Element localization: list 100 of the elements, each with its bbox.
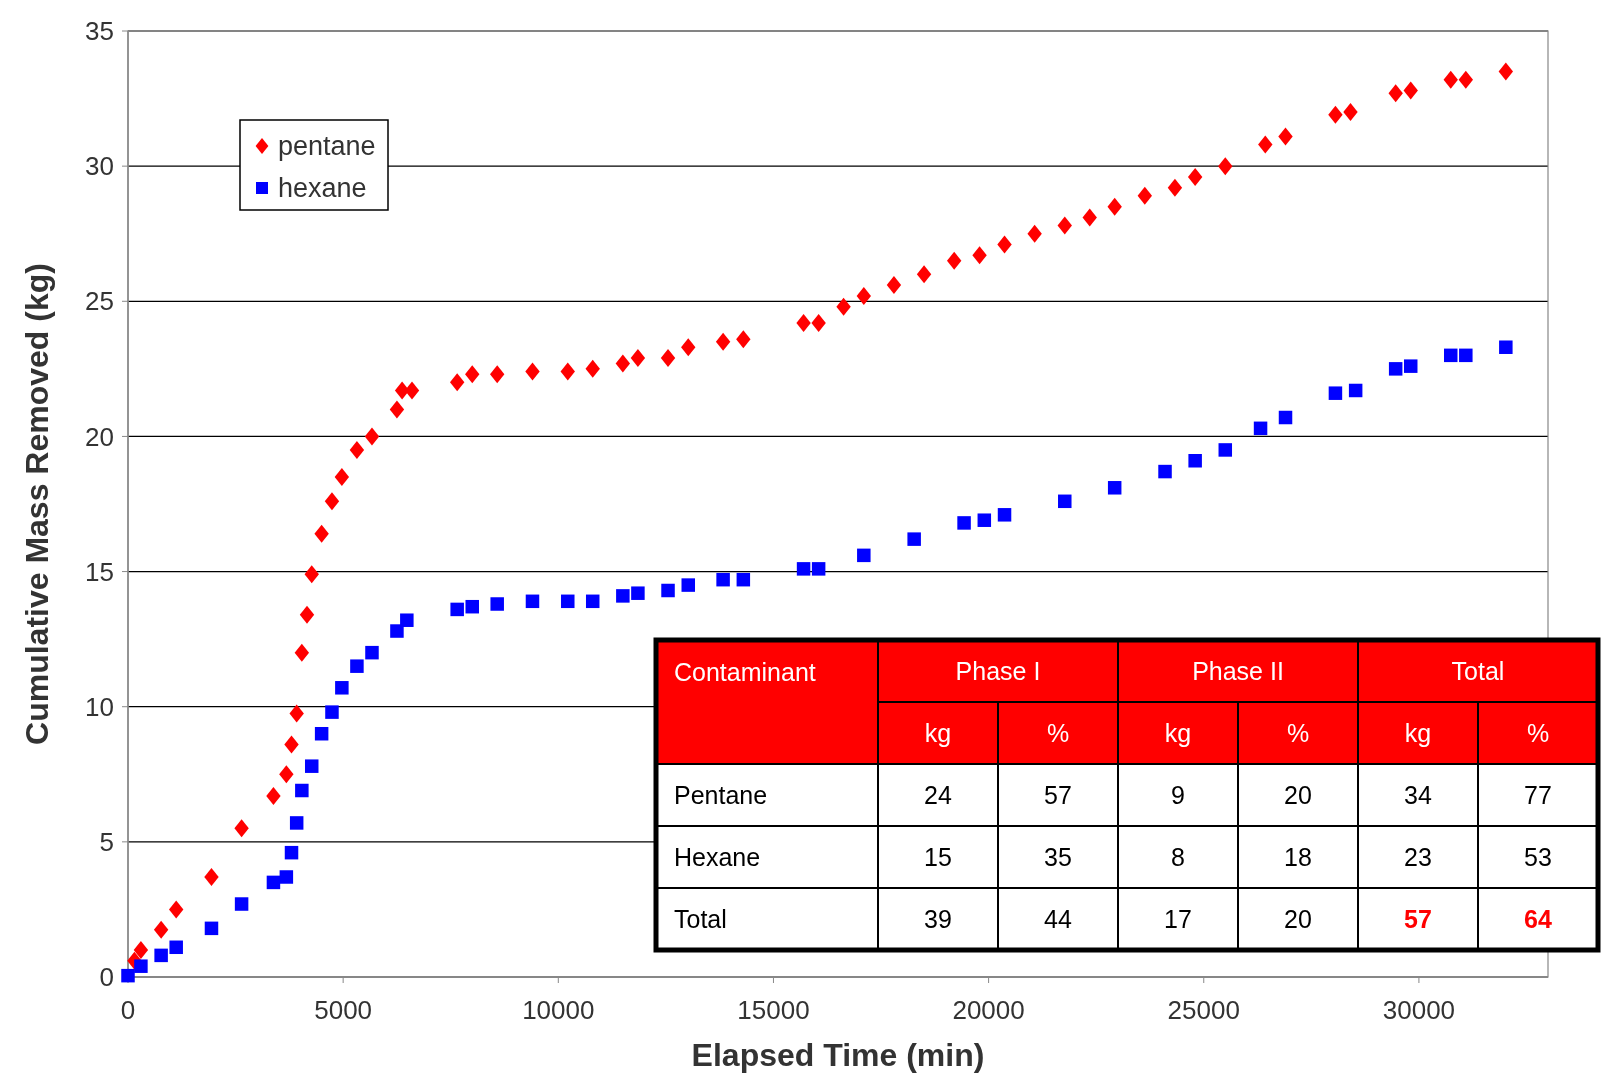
- point: [234, 819, 249, 838]
- point: [811, 313, 826, 332]
- point: [736, 572, 751, 587]
- annotation: 53: [1524, 842, 1552, 871]
- point: [350, 659, 364, 673]
- point: [169, 940, 183, 955]
- point: [204, 867, 219, 886]
- y-tick-label: 30: [85, 151, 114, 182]
- point: [1388, 362, 1403, 376]
- point: [972, 246, 987, 265]
- point: [997, 235, 1012, 254]
- point: [325, 705, 339, 719]
- annotation: kg: [1404, 718, 1432, 747]
- point: [1328, 105, 1343, 124]
- point: [1278, 127, 1293, 146]
- legend-label: hexane: [278, 173, 367, 204]
- point: [1158, 464, 1172, 479]
- y-tick-label: 0: [99, 962, 114, 993]
- x-axis-title: Elapsed Time (min): [691, 1037, 985, 1073]
- point: [836, 297, 851, 316]
- point: [1328, 386, 1343, 400]
- y-tick-label: 20: [85, 421, 114, 452]
- point: [490, 597, 504, 611]
- point: [234, 897, 249, 911]
- point: [585, 359, 600, 378]
- point: [154, 948, 168, 963]
- point: [364, 427, 380, 446]
- point: [314, 524, 329, 543]
- point: [660, 349, 676, 368]
- point: [279, 870, 294, 884]
- point: [1218, 443, 1233, 457]
- point: [1343, 103, 1358, 122]
- annotation: Contaminant: [674, 657, 816, 686]
- annotation: 57: [1044, 780, 1072, 809]
- point: [886, 276, 902, 295]
- point: [1458, 70, 1474, 89]
- annotation: Total: [1451, 656, 1505, 685]
- point: [295, 783, 309, 798]
- point: [1107, 481, 1122, 495]
- point: [1444, 348, 1458, 363]
- point: [266, 875, 281, 890]
- annotation: %: [1526, 718, 1550, 747]
- point: [525, 362, 540, 381]
- point: [585, 594, 600, 609]
- point: [450, 602, 464, 617]
- point: [449, 373, 465, 392]
- point: [314, 726, 329, 741]
- y-axis-title: Cumulative Mass Removed (kg): [19, 263, 55, 745]
- point: [716, 572, 730, 587]
- point: [977, 513, 992, 527]
- x-tick-label: 0: [120, 995, 136, 1025]
- point: [400, 613, 414, 627]
- point: [1443, 70, 1458, 89]
- point: [616, 589, 630, 603]
- point: [304, 565, 319, 584]
- point: [615, 354, 631, 373]
- point: [681, 578, 696, 592]
- annotation: 20: [1284, 780, 1312, 809]
- point: [1403, 359, 1418, 373]
- point: [1258, 135, 1273, 154]
- point: [133, 940, 149, 959]
- point: [946, 251, 962, 270]
- point: [857, 548, 871, 563]
- point: [294, 643, 310, 662]
- point: [289, 816, 304, 830]
- y-tick-label: 5: [99, 826, 114, 857]
- point: [1058, 494, 1072, 509]
- annotation: 8: [1171, 842, 1185, 871]
- point: [661, 583, 675, 598]
- x-tick-label: 20000: [952, 995, 1025, 1025]
- y-tick-label: 25: [85, 286, 114, 317]
- point: [334, 467, 350, 486]
- point: [1348, 383, 1363, 398]
- point: [1459, 348, 1473, 363]
- point: [365, 645, 379, 660]
- point: [204, 921, 219, 936]
- point: [1027, 224, 1042, 243]
- annotation: Phase I: [955, 656, 1041, 685]
- point: [681, 338, 696, 357]
- point: [1187, 167, 1203, 186]
- annotation: Total: [674, 904, 727, 933]
- annotation: kg: [924, 718, 952, 747]
- annotation: %: [1046, 718, 1070, 747]
- annotation: 24: [924, 780, 952, 809]
- annotation: 20: [1284, 904, 1312, 933]
- point: [299, 605, 315, 624]
- x-tick-label: 25000: [1167, 995, 1240, 1025]
- annotation: 9: [1171, 780, 1185, 809]
- annotation: 39: [924, 904, 952, 933]
- point: [631, 586, 645, 600]
- point: [289, 704, 304, 723]
- point: [630, 349, 646, 368]
- point: [1253, 421, 1268, 436]
- point: [284, 735, 299, 754]
- point: [324, 492, 340, 511]
- annotation: kg: [1164, 718, 1192, 747]
- point: [121, 968, 135, 983]
- point: [561, 594, 575, 609]
- point: [811, 562, 826, 576]
- point: [1499, 340, 1513, 354]
